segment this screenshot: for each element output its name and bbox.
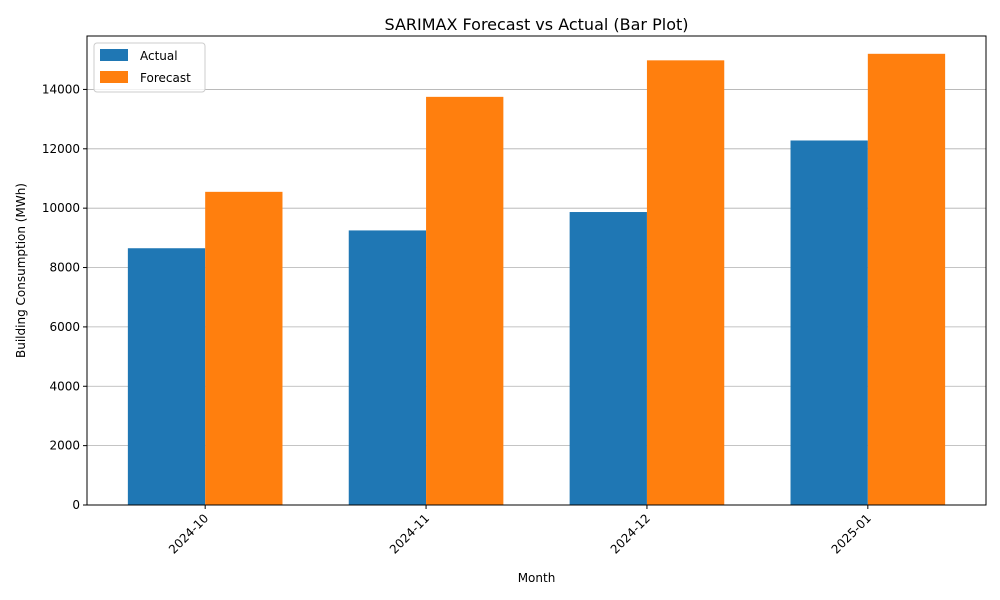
y-axis-ticks: 0 2000 4000 6000 8000 10000 12000 14000 [42,82,87,512]
chart-title: SARIMAX Forecast vs Actual (Bar Plot) [384,15,688,34]
legend: Actual Forecast [93,42,206,93]
plot-frame [86,35,987,506]
legend-swatch-actual [100,49,128,61]
y-tick-label: 8000 [49,261,80,275]
y-axis-label: Building Consumption (MWh) [14,183,28,358]
bar-forecast-2024-12 [646,60,725,505]
y-tick-label: 12000 [42,142,80,156]
bars [127,53,946,506]
bar-forecast-2024-11 [426,96,504,506]
legend-swatch-forecast [100,71,128,83]
y-tick-label: 4000 [49,379,80,393]
bar-actual-2024-10 [127,248,206,505]
y-tick-label: 10000 [42,201,80,215]
y-tick-label: 14000 [42,82,80,96]
legend-label-actual: Actual [140,49,178,63]
y-tick-label: 0 [72,498,80,512]
y-tick-label: 2000 [49,439,80,453]
bar-forecast-2024-10 [205,191,283,505]
bar-actual-2025-01 [790,140,868,505]
bar-actual-2024-11 [348,230,427,505]
bar-forecast-2025-01 [867,53,946,506]
bar-actual-2024-12 [569,212,647,505]
x-axis-label: Month [518,571,556,585]
legend-label-forecast: Forecast [140,71,191,85]
y-tick-label: 6000 [49,320,80,334]
